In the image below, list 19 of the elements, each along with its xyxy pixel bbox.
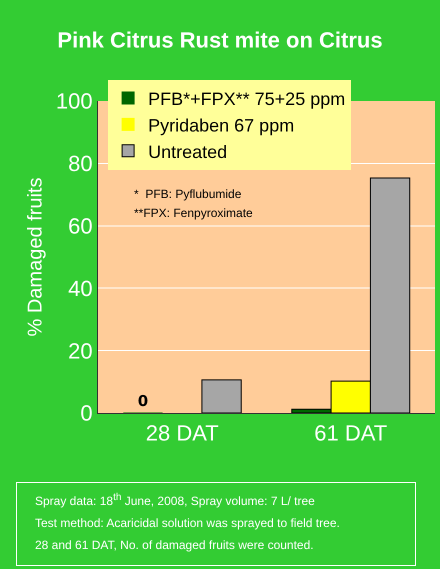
x-tick-label: 28 DAT xyxy=(146,420,219,446)
y-tick-label: 100 xyxy=(56,88,93,114)
y-tick-label: 40 xyxy=(68,276,93,301)
legend-label: PFB*+FPX** 75+25 ppm xyxy=(148,89,346,110)
y-tick-label: 20 xyxy=(68,338,93,364)
annotation: **FPX: Fenpyroximate xyxy=(134,206,254,220)
annotation: * PFB: Pyflubumide xyxy=(134,187,242,201)
chart-title: Pink Citrus Rust mite on Citrus xyxy=(57,28,383,53)
legend-label: Pyridaben 67 ppm xyxy=(148,115,294,136)
data-label: 0 xyxy=(138,392,148,410)
y-axis-title: % Damaged fruits xyxy=(24,178,46,336)
text: Test method: Acaricidal solution was sprayed to field tree. xyxy=(35,515,341,532)
text: 28 and 61 DAT, No. of damaged fruits were counted. xyxy=(35,537,315,554)
legend-label: Untreated xyxy=(148,142,228,162)
y-tick-label: 0 xyxy=(80,400,93,426)
x-tick-label: 61 DAT xyxy=(314,420,388,446)
text: Spray data: 18$^{th}$ June, 2008, Spray volume: 7 L/ tree xyxy=(35,491,316,510)
y-tick-label: 60 xyxy=(68,214,93,238)
y-tick-label: 80 xyxy=(68,151,93,176)
